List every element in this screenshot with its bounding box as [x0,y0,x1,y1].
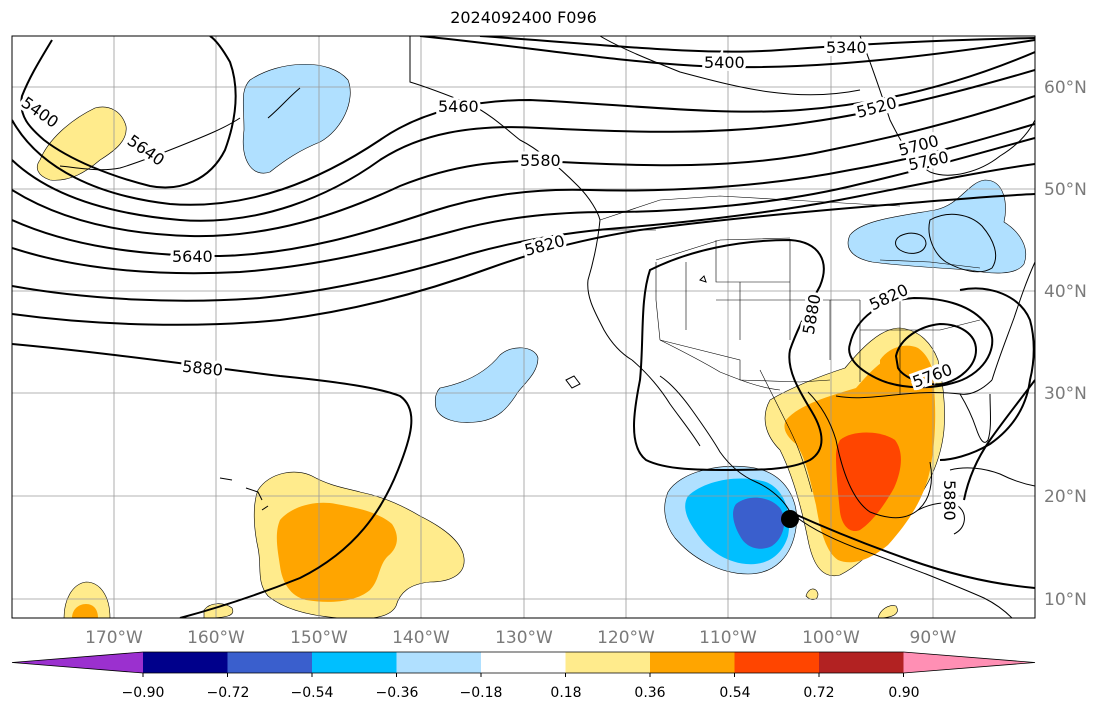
contour-5340 [479,36,1035,53]
lon-label: 150°W [290,628,348,648]
colorbar-segment [481,652,566,673]
shade-redorange-gulf [836,432,901,532]
shade-light-blue-greatlakes [847,179,1026,274]
contour-label: 5400 [704,53,745,72]
contour-label: 5880 [940,480,959,521]
contour-5400-west [20,36,237,189]
lon-label: 100°W [802,628,860,648]
lat-label: 60°N [1044,78,1087,98]
shade-yellow-bering [37,106,127,181]
colorbar-tick-label: 0.54 [719,685,750,701]
colorbar-tick-label: 0.36 [634,685,665,701]
contour-label: 5460 [438,97,479,116]
height-contours [12,36,1035,618]
colorbar-segment [396,652,482,673]
contour-5760-low [894,322,978,386]
map-title: 2024092400 F096 [450,8,597,27]
colorbar-segment [143,652,228,673]
colorbar-tick-label: −0.90 [122,685,165,701]
colorbar-extend-low [12,652,143,673]
lat-label: 40°N [1044,282,1087,302]
contour-5760 [12,163,1035,302]
lon-label: 140°W [392,628,450,648]
colorbar-tick-label: 0.18 [550,685,581,701]
shade-royal-blue-mexico [733,497,785,549]
colorbar-tick-label: −0.36 [376,685,419,701]
lat-label: 30°N [1044,384,1087,404]
shaded-fields [37,64,1026,618]
colorbar-tick-label: 0.90 [888,685,919,701]
contour-5820-low [848,296,994,389]
lat-labels: 60°N 50°N 40°N 30°N 20°N 10°N [1044,78,1087,610]
lon-label: 170°W [85,628,143,648]
contour-5880-east [963,379,1035,501]
shade-light-blue-alaska [242,64,351,174]
contour-5580 [12,95,1035,238]
colorbar-segment [227,652,313,673]
lat-label: 20°N [1044,487,1087,507]
coastlines [59,36,1035,618]
lon-label: 120°W [597,628,655,648]
lon-labels: 170°W 160°W 150°W 140°W 130°W 120°W 110°… [85,628,957,648]
colorbar-tick-label: −0.18 [460,685,503,701]
contour-5520 [12,69,1035,222]
colorbar-segment [734,652,820,673]
colorbar-ticks: −0.90 −0.72 −0.54 −0.36 −0.18 0.18 0.36 … [122,685,920,701]
political-borders [599,195,981,493]
contour-5880-ridge [633,238,825,471]
lon-label: 130°W [495,628,553,648]
contour-label: 5580 [520,151,561,170]
colorbar-segment [312,652,397,673]
shade-light-blue-pacific [434,347,539,423]
lon-label: 160°W [187,628,245,648]
contour-label: 5640 [172,247,213,266]
lat-label: 50°N [1044,180,1087,200]
colorbar-segment [650,652,735,673]
shade-yellow-ohio [880,345,935,403]
colorbar-tick-label: −0.54 [291,685,334,701]
contour-5880-west [12,343,413,618]
colorbar-extend-high [903,652,1035,673]
colorbar [11,651,1036,677]
shade-orange-hawaii [276,502,397,602]
map-frame [11,35,1036,619]
colorbar-tick-label: 0.72 [803,685,834,701]
shade-yellow-small-2 [877,605,898,618]
contour-5880-south [789,511,1035,589]
shade-orange-sw [72,604,98,618]
contour-5400-north [419,36,1035,69]
contour-5820 [12,193,1035,326]
storm-center-marker [781,510,799,528]
contour-5460 [12,51,1035,206]
lat-label: 10°N [1044,590,1087,610]
colorbar-segment [565,652,651,673]
contour-5820-east [939,287,1035,461]
colorbar-segment [819,652,904,673]
gridlines [12,36,1035,618]
lon-label: 90°W [910,628,957,648]
contour-5640 [12,123,1035,258]
contour-5700 [12,137,1035,275]
lon-label: 110°W [699,628,757,648]
colorbar-tick-label: −0.72 [207,685,250,701]
contour-label: 5340 [826,38,867,57]
